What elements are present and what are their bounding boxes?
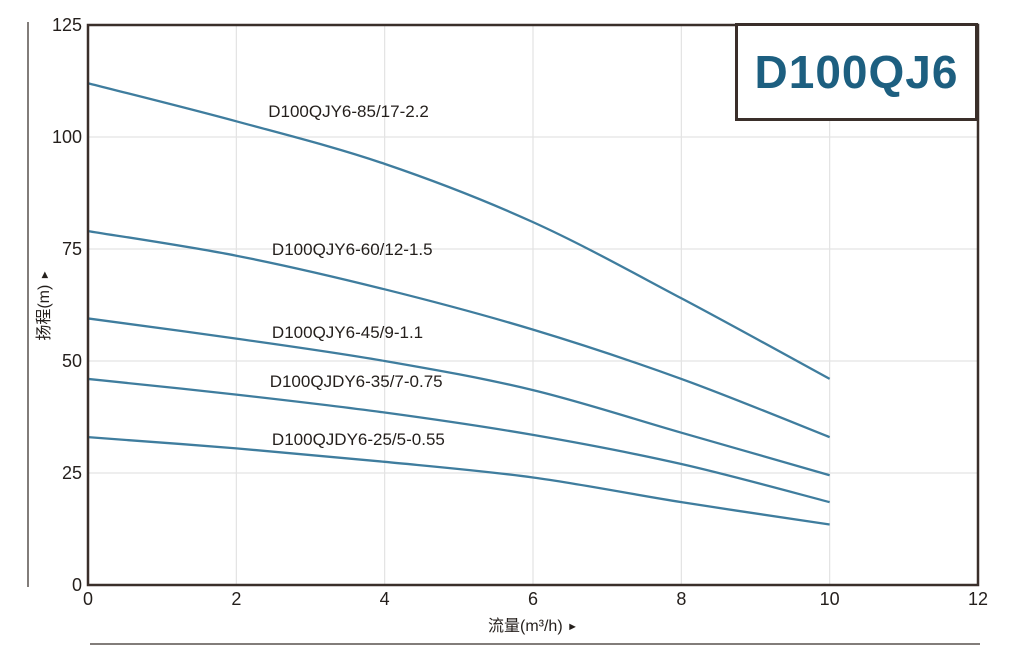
x-axis-title-text: 流量(m³/h) xyxy=(487,618,563,635)
curve-name-label: D100QJDY6-35/7-0.75 xyxy=(269,372,443,392)
curve-name-label: D100QJY6-60/12-1.5 xyxy=(271,239,433,259)
left-decorative-line xyxy=(27,22,29,587)
pump-curve xyxy=(87,229,831,439)
x-axis-tick-label: 0 xyxy=(82,589,93,609)
y-axis-title: 扬程(m) ► xyxy=(30,245,53,365)
y-axis-tick-label: 100 xyxy=(51,127,82,147)
x-axis-tick-label: 8 xyxy=(676,589,687,609)
pump-curve xyxy=(87,82,831,380)
pump-curve xyxy=(87,377,830,504)
pump-curve xyxy=(87,317,830,477)
right-arrow-icon: ► xyxy=(567,621,578,633)
series-title-box: D100QJ6 xyxy=(735,23,978,121)
x-axis-tick-label: 6 xyxy=(527,589,538,609)
bottom-decorative-line xyxy=(90,643,980,645)
x-axis-tick-label: 12 xyxy=(967,589,989,609)
x-axis-title: 流量(m³/h) ► xyxy=(433,612,633,636)
pump-curves xyxy=(87,82,831,526)
y-axis-tick-label: 25 xyxy=(61,463,82,483)
y-axis-tick-label: 125 xyxy=(51,15,82,35)
x-axis-tick-label: 2 xyxy=(231,589,242,609)
y-axis-tick-label: 50 xyxy=(61,351,82,371)
y-axis-title-text: 扬程(m) xyxy=(36,284,53,341)
up-arrow-icon: ► xyxy=(39,269,51,281)
y-axis-tick-label: 75 xyxy=(61,239,82,259)
x-axis-tick-label: 10 xyxy=(819,589,840,609)
series-title: D100QJ6 xyxy=(754,46,959,98)
plot-frame xyxy=(86,23,980,587)
curve-name-label: D100QJY6-45/9-1.1 xyxy=(271,322,424,342)
y-axis-tick-label: 0 xyxy=(71,575,82,595)
x-axis-tick-label: 4 xyxy=(379,589,390,609)
pump-curve xyxy=(87,436,830,526)
curve-name-label: D100QJDY6-25/5-0.55 xyxy=(271,429,445,449)
gridlines xyxy=(88,25,978,585)
curve-name-label: D100QJY6-85/17-2.2 xyxy=(268,101,429,121)
